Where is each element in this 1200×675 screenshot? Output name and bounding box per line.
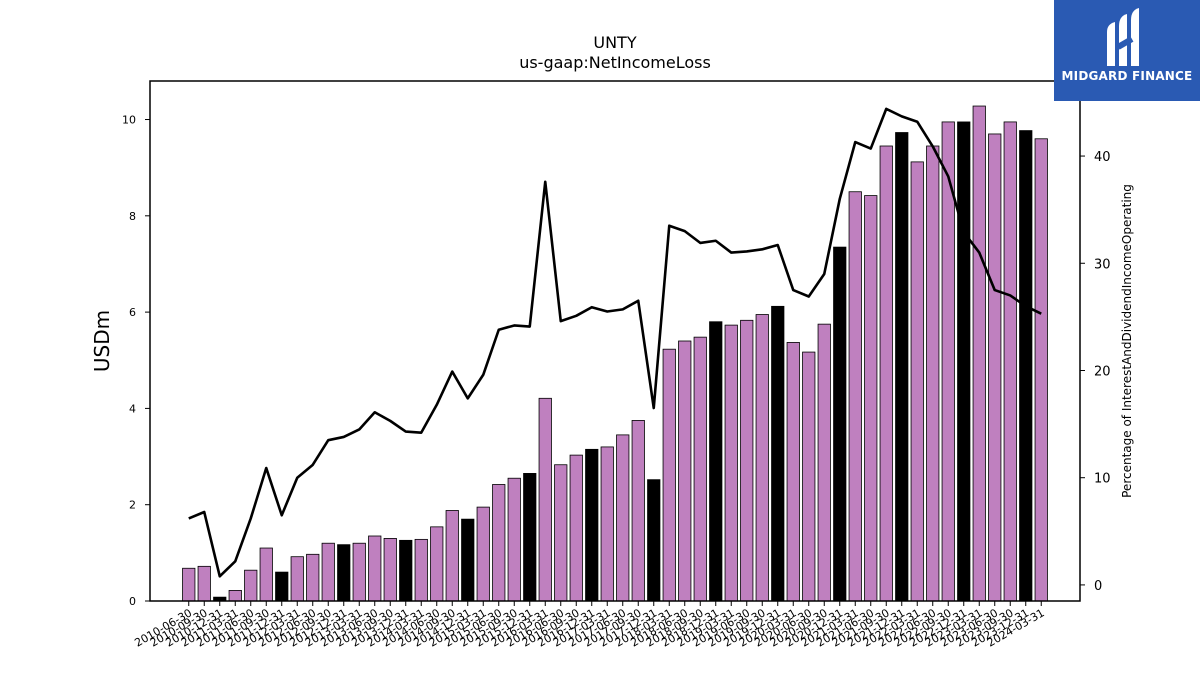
- bar-2014-06-30: [430, 526, 444, 602]
- y-axis-label: USDm: [90, 310, 114, 372]
- bar-2020-06-30: [802, 351, 816, 602]
- bar-2020-12-31: [833, 246, 847, 602]
- bar-2015-12-31: [523, 473, 537, 602]
- bar-2020-09-30: [817, 323, 831, 602]
- y2-tick-label: 0: [1094, 579, 1102, 594]
- bar-2016-03-31: [538, 397, 552, 602]
- bar-series: [182, 105, 1048, 602]
- bar-2018-06-30: [678, 340, 692, 602]
- bar-2016-06-30: [554, 464, 568, 602]
- bar-2012-03-31: [290, 556, 304, 602]
- bar-2019-12-31: [771, 305, 785, 602]
- watermark-logo: MIDGARD FINANCE: [1054, 0, 1200, 101]
- bar-2023-06-30: [988, 133, 1002, 602]
- line-series: [188, 107, 1042, 578]
- bar-2015-06-30: [492, 484, 506, 602]
- bar-2019-09-30: [755, 314, 769, 602]
- bar-2019-03-31: [724, 324, 738, 602]
- y2-tick-label: 30: [1094, 257, 1111, 272]
- y-tick-label: 0: [129, 595, 136, 608]
- bar-2016-09-30: [569, 454, 583, 602]
- bar-2011-06-30: [244, 569, 258, 602]
- plot-frame: [149, 80, 1081, 602]
- bar-2017-09-30: [631, 420, 645, 602]
- bar-2010-09-30: [197, 565, 211, 602]
- midgard-logo-icon: [1107, 8, 1139, 66]
- bar-2010-06-30: [182, 567, 196, 602]
- bar-2013-06-30: [368, 535, 382, 602]
- bar-2011-09-30: [259, 547, 273, 602]
- y-tick-label: 6: [129, 306, 136, 319]
- bar-2016-12-31: [585, 448, 599, 602]
- bar-2012-09-30: [321, 542, 335, 602]
- axes: 02468100102030402010-06-302010-09-302010…: [122, 80, 1111, 650]
- bar-2022-03-31: [910, 161, 924, 602]
- bar-2022-06-30: [926, 145, 940, 602]
- chart-subtitle: us-gaap:NetIncomeLoss: [519, 53, 711, 72]
- y-tick-label: 2: [129, 499, 136, 512]
- bar-2019-06-30: [740, 319, 754, 602]
- bar-2021-12-31: [895, 132, 909, 602]
- bar-2013-12-31: [399, 539, 413, 602]
- bar-2012-12-31: [337, 544, 351, 602]
- bar-2014-09-30: [445, 510, 459, 602]
- y2-axis-label: Percentage of InterestAndDividendIncomeO…: [1120, 184, 1134, 498]
- y2-tick-label: 10: [1094, 472, 1111, 487]
- bar-2024-03-31: [1034, 138, 1048, 602]
- bar-2017-03-31: [600, 446, 614, 602]
- bar-2013-03-31: [352, 542, 366, 602]
- bar-2014-03-31: [414, 538, 428, 602]
- bar-2020-03-31: [786, 342, 800, 602]
- bar-2012-06-30: [306, 553, 320, 602]
- bar-2021-09-30: [879, 145, 893, 602]
- y-tick-label: 8: [129, 210, 136, 223]
- bar-2023-03-31: [972, 105, 986, 602]
- bar-2015-03-31: [476, 506, 490, 602]
- y2-tick-label: 20: [1094, 364, 1111, 379]
- bar-2011-03-31: [228, 590, 242, 602]
- percentage-line: [188, 107, 1042, 578]
- bar-2021-03-31: [848, 191, 862, 602]
- bar-2013-09-30: [383, 538, 397, 602]
- bar-2023-09-30: [1003, 121, 1017, 602]
- bar-2018-09-30: [693, 336, 707, 602]
- y2-tick-label: 40: [1094, 150, 1111, 165]
- y-tick-label: 10: [122, 114, 136, 127]
- bar-2015-09-30: [507, 477, 521, 602]
- bar-2011-12-31: [275, 571, 289, 602]
- y-tick-label: 4: [129, 402, 136, 415]
- watermark-text: MIDGARD FINANCE: [1061, 69, 1193, 83]
- bar-2021-06-30: [864, 195, 878, 602]
- chart-title: UNTY: [593, 33, 636, 52]
- bar-2017-06-30: [616, 434, 630, 602]
- bar-2018-12-31: [709, 321, 723, 602]
- bar-2018-03-31: [662, 348, 676, 602]
- bar-2017-12-31: [647, 479, 661, 602]
- bar-2014-12-31: [461, 518, 475, 602]
- bar-2023-12-31: [1019, 130, 1033, 602]
- bar-2022-12-31: [957, 121, 971, 602]
